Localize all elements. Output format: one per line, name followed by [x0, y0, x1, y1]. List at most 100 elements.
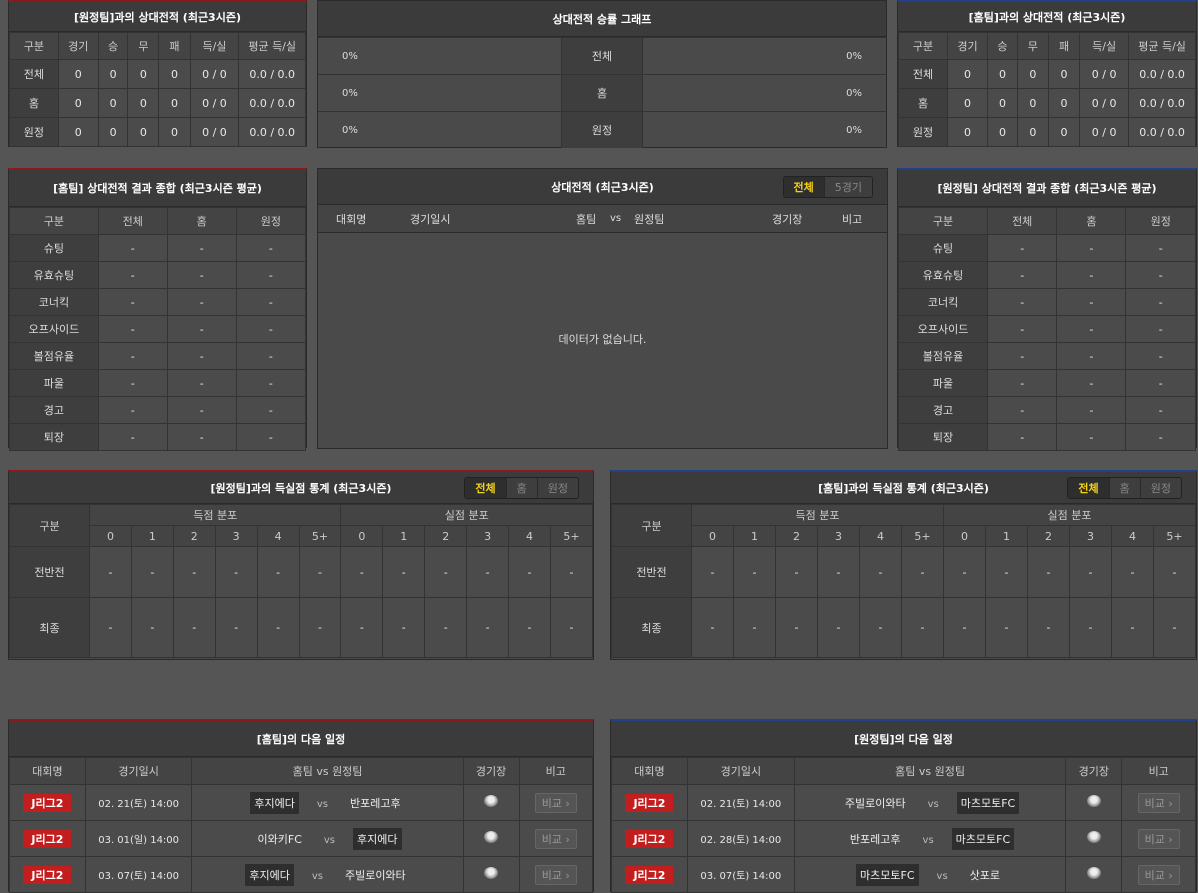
- home-team[interactable]: 후지에다: [250, 791, 299, 814]
- stadium-icon[interactable]: [484, 867, 499, 879]
- column-header: 무: [127, 32, 160, 60]
- table-row: 파울 - - -: [897, 369, 1196, 397]
- filter-tab-0[interactable]: 전체: [783, 176, 824, 197]
- stadium-icon[interactable]: [1086, 831, 1101, 843]
- home-team[interactable]: 후지에다: [245, 863, 294, 886]
- cell-value: -: [987, 342, 1058, 370]
- cell-value: -: [1125, 369, 1196, 397]
- stadium-icon[interactable]: [484, 795, 499, 807]
- row-label: 파울: [9, 369, 99, 397]
- goals-header-row: 0 1 2 3 4 5+ 0 1 2 3 4 5+: [612, 525, 1196, 547]
- away-team[interactable]: 후지에다: [353, 827, 402, 850]
- filter-tab-0[interactable]: 전체: [1068, 477, 1109, 498]
- teams-cell: 마츠모토FC vs 삿포로: [793, 856, 1067, 893]
- goals-column: 3: [817, 525, 860, 547]
- match-row: J리그2 03. 01(일) 14:00 이와키FC vs 후지에다 비교 ›: [9, 820, 594, 857]
- compare-button[interactable]: 비교 ›: [1137, 864, 1180, 885]
- filter-tab-1[interactable]: 홈: [505, 477, 537, 498]
- cell-value: 0: [127, 117, 160, 147]
- compare-button[interactable]: 비교 ›: [1137, 828, 1180, 849]
- stadium-icon[interactable]: [484, 831, 499, 843]
- home-team[interactable]: 반포레고후: [849, 832, 901, 846]
- league-badge[interactable]: J리그2: [23, 793, 72, 812]
- cell-value: -: [235, 288, 307, 316]
- league-badge[interactable]: J리그2: [23, 829, 72, 848]
- stadium-cell: [462, 820, 520, 857]
- cell-value: 0 / 0: [1079, 117, 1130, 147]
- column-header: 구분: [9, 32, 59, 60]
- match-row: J리그2 03. 07(토) 14:00 후지에다 vs 주빌로이와타 비교 ›: [9, 856, 594, 893]
- away-team[interactable]: 마츠모토FC: [956, 791, 1020, 814]
- cell-value: 0: [127, 59, 160, 89]
- compare-button[interactable]: 비교 ›: [534, 792, 577, 813]
- league-badge[interactable]: J리그2: [625, 793, 674, 812]
- stadium-icon[interactable]: [1086, 795, 1101, 807]
- cell-value: -: [901, 597, 944, 658]
- home-team[interactable]: 주빌로이와타: [844, 796, 906, 810]
- filter-tab-1[interactable]: 5경기: [823, 176, 872, 197]
- cell-value: -: [166, 342, 237, 370]
- compare-cell: 비교 ›: [1121, 784, 1196, 821]
- group-header-row: 구분 득점 분포 실점 분포: [611, 504, 1196, 547]
- left-rate: 0%: [342, 87, 358, 99]
- cell-value: 0: [97, 117, 129, 147]
- league-badge[interactable]: J리그2: [625, 865, 674, 884]
- compare-button[interactable]: 비교 ›: [534, 864, 577, 885]
- filter-tab-0[interactable]: 전체: [465, 477, 506, 498]
- away-team[interactable]: 반포레고후: [350, 796, 401, 810]
- compare-button[interactable]: 비교 ›: [534, 828, 577, 849]
- column-header: 원정: [235, 207, 307, 235]
- home-team[interactable]: 마츠모토FC: [856, 863, 919, 886]
- cell-value: -: [1153, 597, 1196, 658]
- cell-value: -: [298, 546, 342, 598]
- cell-value: -: [549, 546, 594, 598]
- teams-cell: 후지에다 vs 주빌로이와타: [191, 856, 464, 893]
- column-header: 비고: [518, 757, 594, 785]
- cell-value: -: [859, 597, 902, 658]
- column-header: 전체: [987, 207, 1058, 235]
- group-header: 득점 분포: [691, 504, 944, 526]
- home-team[interactable]: 이와키FC: [257, 832, 302, 846]
- cell-value: -: [1056, 288, 1127, 316]
- goals-column: 5+: [549, 525, 594, 547]
- goals-column: 2: [172, 525, 216, 547]
- league-badge[interactable]: J리그2: [625, 829, 674, 848]
- table-row: 원정 0 0 0 0 0 / 0 0.0 / 0.0: [898, 117, 1196, 147]
- panel-title: [원정팀]과의 상대전적 (최근3시즌): [9, 2, 306, 32]
- table-row: 파울 - - -: [9, 369, 307, 397]
- goals-vs-home-panel: [홈팀]과의 득실점 통계 (최근3시즌) 전체 홈 원정 구분 득점 분포 실점 분포 0 1…: [610, 470, 1197, 660]
- cell-value: -: [235, 234, 307, 262]
- cell-value: -: [97, 423, 168, 451]
- compare-button[interactable]: 비교 ›: [1137, 792, 1180, 813]
- column-header: vs: [610, 213, 622, 224]
- column-header: 득/실: [1079, 32, 1130, 60]
- filter-tab-2[interactable]: 원정: [1139, 477, 1181, 498]
- compare-cell: 비교 ›: [518, 784, 594, 821]
- cell-value: -: [424, 597, 468, 658]
- away-team[interactable]: 삿포로: [969, 868, 1001, 882]
- win-rate-row: 0% 전체 0%: [318, 37, 886, 74]
- vs-label: vs: [316, 798, 329, 810]
- cell-value: -: [508, 546, 551, 598]
- away-team[interactable]: 주빌로이와타: [344, 868, 406, 882]
- filter-tab-2[interactable]: 원정: [536, 477, 578, 498]
- cell-value: -: [987, 315, 1058, 343]
- cell-value: 0: [158, 117, 191, 147]
- row-label: 파울: [897, 369, 989, 397]
- column-header: 경기장: [772, 212, 803, 226]
- column-header: 패: [1047, 32, 1081, 60]
- filter-tab-1[interactable]: 홈: [1108, 477, 1140, 498]
- column-header: 평균 득/실: [238, 32, 306, 60]
- league-badge[interactable]: J리그2: [23, 865, 72, 884]
- cell-value: 0: [987, 117, 1018, 147]
- row-label: 코너킥: [897, 288, 989, 316]
- column-header: 구분: [898, 32, 948, 60]
- cell-value: -: [97, 369, 168, 397]
- row-label: 코너킥: [9, 288, 99, 316]
- stadium-icon[interactable]: [1086, 867, 1101, 879]
- cell-value: -: [130, 546, 174, 598]
- table-row: 코너킥 - - -: [9, 288, 307, 316]
- away-team[interactable]: 마츠모토FC: [951, 827, 1015, 850]
- stadium-cell: [1065, 784, 1123, 821]
- cell-value: 0: [1016, 59, 1049, 89]
